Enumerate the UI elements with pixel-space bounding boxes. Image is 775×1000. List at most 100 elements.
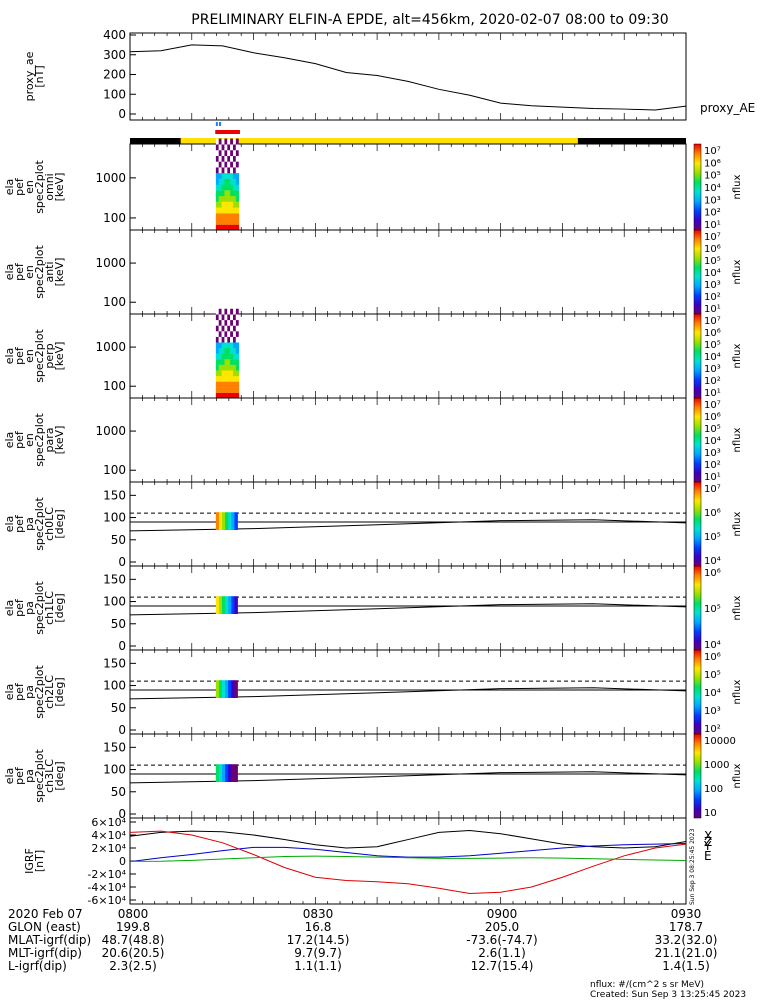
- spectrogram-cell: [233, 144, 236, 151]
- spectrogram-cell: [224, 190, 228, 197]
- spectrogram-cell: [224, 224, 228, 231]
- y-axis-label-word: ela: [3, 264, 16, 281]
- y-tick-label: 150: [103, 488, 126, 502]
- spectrogram-cell: [233, 347, 237, 354]
- spectrogram-cell: [230, 167, 234, 174]
- spectrogram-cell: [218, 167, 222, 174]
- spectrogram-cell: [233, 331, 236, 337]
- mlt-0: 20.6(20.5): [102, 946, 165, 960]
- y-axis-label-word: [deg]: [53, 509, 66, 538]
- colorbar-tick-label: 10²: [704, 460, 721, 471]
- spectrogram-cell: [227, 375, 231, 382]
- spectrogram-cell: [230, 359, 234, 365]
- y-axis-label-word: [deg]: [53, 761, 66, 790]
- spectrogram-cell: [221, 325, 225, 332]
- spectrogram-cell: [233, 173, 237, 179]
- spectrogram-cell: [224, 392, 228, 399]
- panel-proxy_ae: proxy_ae[nT] 0 100 200 300 400: [23, 28, 687, 121]
- colorbar-label: nflux: [732, 259, 743, 284]
- time-0930: 0930: [671, 907, 702, 921]
- lshell-3: 1.4(1.5): [662, 959, 710, 973]
- spectrogram-cell: [235, 190, 240, 197]
- spectrogram-cell: [227, 201, 231, 208]
- colorbar-tick-label: 10¹: [704, 472, 721, 483]
- spectrogram-cell: [218, 195, 222, 202]
- y-tick-label: 400: [103, 28, 126, 42]
- mlat-2: -73.6(-74.7): [466, 933, 537, 947]
- spectrogram-cell: [215, 138, 219, 145]
- y-axis-label-word: [keV]: [53, 258, 66, 287]
- colorbar-tick-label: 10⁵: [704, 532, 721, 543]
- spectrogram-cell: [235, 224, 240, 231]
- spectrogram-cell: [230, 144, 234, 151]
- spectrogram-cell: [230, 308, 234, 315]
- colorbar-tick-label: 10⁵: [704, 604, 721, 615]
- panel-IGRF: IGRF[nT] -6×10⁴-4×10⁴-2×10⁴02×10⁴4×10⁴6×1…: [23, 816, 687, 907]
- spectrogram-cell: [221, 342, 225, 349]
- spectrogram-cell: [224, 336, 228, 343]
- spectrogram-cell: [215, 161, 219, 168]
- spectrogram-cell: [235, 387, 240, 393]
- colorbar-tick-label: 10³: [704, 195, 721, 206]
- row-label-glon: GLON (east): [8, 920, 81, 934]
- spectrogram-cell: [218, 342, 222, 349]
- spectrogram-cell: [233, 319, 236, 326]
- spectrogram-cell: [230, 195, 234, 202]
- y-tick-label: 100: [103, 295, 126, 309]
- spectrogram-cell: [221, 347, 225, 354]
- spectrogram-cell: [218, 213, 222, 220]
- pa-spectrogram-cell: [228, 680, 232, 698]
- pa-spectrogram-cell: [225, 596, 229, 614]
- spectrogram-cell: [221, 173, 225, 179]
- spectrogram-cell: [233, 195, 237, 202]
- spectrogram-cell: [218, 359, 222, 365]
- colorbar-label: nflux: [732, 427, 743, 452]
- spectrogram-cell: [224, 184, 228, 191]
- spectrogram-cell: [227, 167, 231, 174]
- spectrogram-cell: [233, 353, 237, 360]
- y-axis-label-word: pef: [13, 262, 26, 281]
- spectrogram-cell: [224, 387, 228, 393]
- colorbar-tick-label: 10⁴: [704, 688, 721, 699]
- spectrogram-cell: [227, 308, 231, 315]
- y-axis-label-word: en: [23, 265, 36, 279]
- spectrogram-cell: [221, 218, 225, 225]
- y-tick-label: 50: [111, 533, 126, 547]
- y-tick-label: 0: [118, 107, 126, 121]
- colorbar-tick-label: 10⁴: [704, 556, 721, 567]
- y-tick-label: 1000: [95, 256, 126, 270]
- spectrogram-cell: [230, 150, 234, 156]
- panel-frame: [129, 32, 687, 121]
- panel-frame: [129, 143, 687, 231]
- spectrogram-cell: [233, 359, 237, 365]
- colorbar-tick-label: 10⁴: [704, 183, 721, 194]
- spectrogram-cell: [233, 218, 237, 225]
- spectrogram-cell: [235, 218, 240, 225]
- spectrogram-cell: [218, 370, 222, 377]
- spectrogram-cell: [224, 195, 228, 202]
- spectrogram-cell: [224, 173, 228, 179]
- spectrogram-cell: [233, 155, 236, 162]
- y-tick-label: 100: [103, 379, 126, 393]
- colorbar-tick-label: 10⁵: [704, 340, 721, 351]
- y-axis-label-word: pef: [13, 177, 26, 196]
- loss-cone-line: [129, 771, 687, 784]
- spectrogram-cell: [218, 173, 222, 179]
- spectrogram-cell: [215, 155, 219, 162]
- spectrogram-cell: [221, 190, 225, 197]
- spectrogram-cell: [218, 314, 222, 321]
- igrf-series-total: [129, 855, 687, 862]
- loss-cone-line: [129, 687, 687, 700]
- y-tick-label: 100: [103, 211, 126, 225]
- igrf-legend-e: E: [704, 849, 712, 863]
- spectrogram-cell: [221, 167, 225, 174]
- colorbar-tick-label: 10¹: [704, 304, 721, 315]
- science-zone-red: [215, 130, 240, 134]
- spectrogram-cell: [215, 319, 219, 326]
- y-tick-label: 200: [103, 68, 126, 82]
- spectrogram-cell: [235, 359, 240, 365]
- y-axis-label-word: ela: [3, 432, 16, 449]
